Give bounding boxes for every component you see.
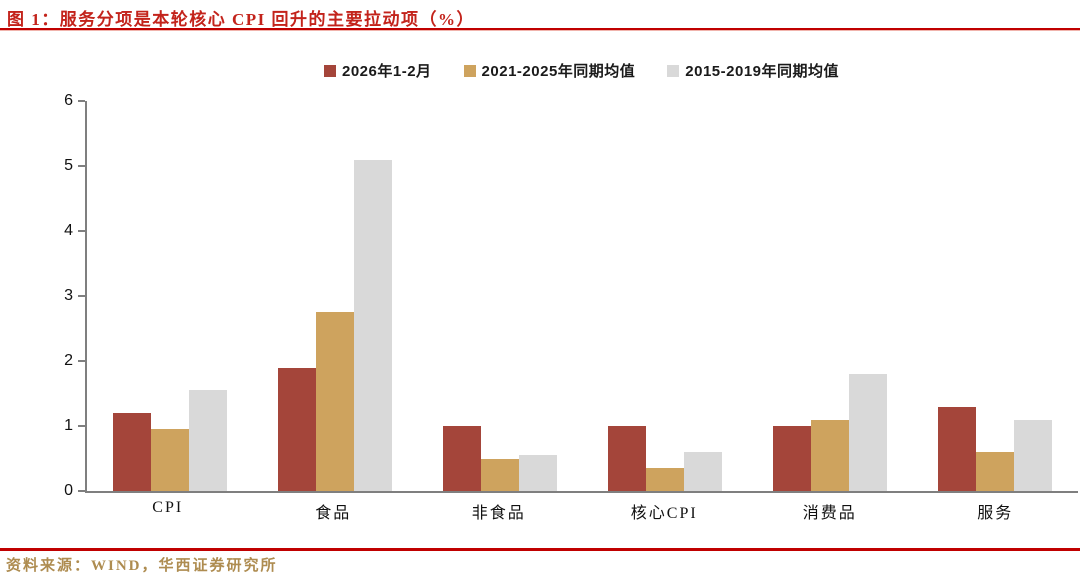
bar-group [87,101,252,491]
y-axis-tick-mark [78,295,85,297]
y-axis-tick-label: 5 [64,156,73,174]
bar [353,159,392,491]
x-axis-category-label: 非食品 [471,505,526,522]
legend-item: 2015-2019年同期均值 [667,60,839,81]
bar-series-container [87,101,1078,491]
bar [773,426,812,491]
y-axis-tick-label: 4 [64,221,73,239]
y-axis-tick-label: 0 [64,482,73,499]
x-axis-category-label: CPI [152,499,184,516]
x-axis-category-label: 食品 [315,505,352,522]
chart-legend: 2026年1-2月 2021-2025年同期均值 2015-2019年同期均值 [85,60,1078,81]
legend-label: 2021-2025年同期均值 [481,63,636,80]
legend-color-swatch-icon [323,64,336,77]
bar-group [252,101,417,491]
y-axis-tick-mark [78,229,85,232]
bar-group [913,101,1078,491]
x-axis-category-label: 消费品 [802,505,857,522]
bar [938,406,977,491]
footer-divider-line [0,548,1080,551]
bar [442,426,481,491]
y-axis-tick-mark [78,359,85,362]
bar [315,312,354,491]
bar [849,374,888,491]
y-axis-tick-mark [78,164,85,167]
y-axis-tick-mark [78,425,85,427]
y-axis-tick-mark [78,100,85,102]
legend-color-swatch-icon [463,64,476,77]
legend-color-swatch-icon [667,64,680,77]
bar [150,429,189,491]
legend-label: 2026年1-2月 [341,63,432,80]
y-axis-tick-label: 3 [64,287,73,304]
y-axis-tick-label: 1 [64,417,73,434]
bar [811,419,850,491]
bar-group [748,101,913,491]
bar [112,413,151,491]
bar [608,426,647,491]
bar [480,458,519,491]
bar [684,452,723,491]
bar [646,468,685,491]
legend-item: 2026年1-2月 [323,60,432,81]
y-axis-tick-label: 6 [64,92,73,109]
data-source-note: 资料来源：WIND，华西证券研究所 [6,558,278,574]
title-divider-line [0,28,1080,31]
y-axis-tick-label: 2 [64,351,73,369]
x-axis-category-label: 服务 [977,505,1014,522]
chart-plot-area: 6 5 4 3 2 1 0 [64,92,1078,499]
bar-group [417,101,582,491]
bar [1014,419,1053,491]
bar-group [583,101,748,491]
bar [188,390,227,491]
bar [518,455,557,491]
legend-label: 2015-2019年同期均值 [685,63,840,80]
legend-item: 2021-2025年同期均值 [463,60,636,81]
x-axis-category-label: 核心CPI [630,505,698,522]
bar [277,367,316,491]
x-axis-labels: CPI 食品 非食品 核心CPI 消费品 服务 [85,499,1078,523]
y-axis-tick-mark [78,490,85,492]
figure-title: 图 1：服务分项是本轮核心 CPI 回升的主要拉动项（%） [7,10,476,29]
bar [976,452,1015,491]
